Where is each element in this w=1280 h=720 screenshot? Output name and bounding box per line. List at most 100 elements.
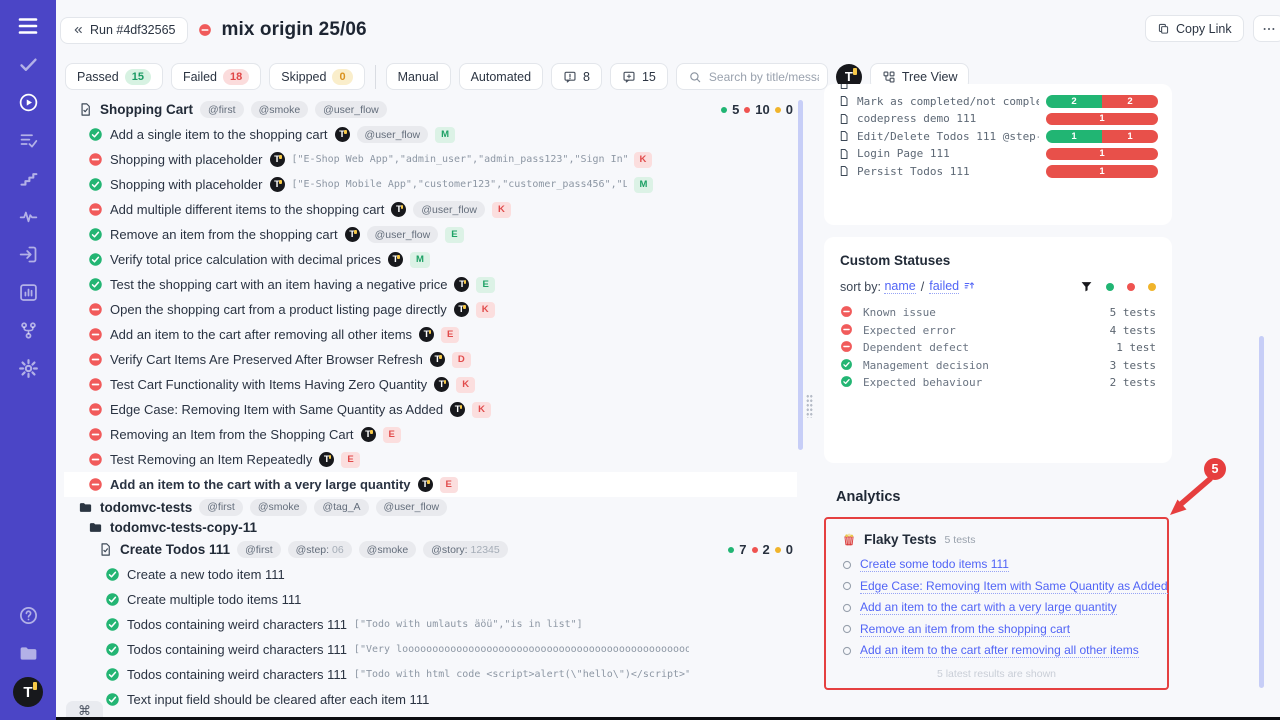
test-row[interactable]: Create multiple todo items 111 xyxy=(64,587,797,612)
custom-status-row[interactable]: Dependent defect 1 test xyxy=(840,341,1156,354)
custom-status-row[interactable]: Management decision 3 tests xyxy=(840,359,1156,372)
sidebar-bar-chart-button[interactable] xyxy=(8,273,48,311)
custom-status-row[interactable]: Known issue 5 tests xyxy=(840,306,1156,319)
custom-status-badge[interactable]: E xyxy=(439,476,458,493)
custom-status-badge[interactable]: K xyxy=(475,301,495,318)
test-row[interactable]: Edge Case: Removing Item with Same Quant… xyxy=(64,397,797,422)
custom-status-row[interactable]: Expected error 4 tests xyxy=(840,324,1156,337)
test-row[interactable]: Verify total price calculation with deci… xyxy=(64,247,797,272)
custom-status-badge[interactable]: E xyxy=(445,226,464,243)
sidebar-branch-button[interactable] xyxy=(8,311,48,349)
list-scrollbar[interactable] xyxy=(798,100,803,450)
test-row[interactable]: Test the shopping cart with an item havi… xyxy=(64,272,797,297)
tag[interactable]: @user_flow xyxy=(366,226,439,243)
test-row[interactable]: Todos containing weird characters 111 ["T… xyxy=(64,662,797,687)
sidebar-steps-button[interactable] xyxy=(8,159,48,197)
sort-by-failed-link[interactable]: failed xyxy=(929,279,960,294)
filter-skipped-button[interactable]: Skipped 0 xyxy=(269,63,365,90)
custom-status-row[interactable]: Expected behaviour 2 tests xyxy=(840,376,1156,389)
custom-status-badge[interactable]: E xyxy=(441,326,460,343)
custom-status-badge[interactable]: E xyxy=(476,276,495,293)
test-row[interactable]: Removing an Item from the Shopping Cart T… xyxy=(64,422,797,447)
search-input[interactable] xyxy=(708,69,819,84)
app-logo[interactable]: T xyxy=(8,672,48,712)
panel-scrollbar[interactable] xyxy=(1259,336,1264,688)
sort-by-name-link[interactable]: name xyxy=(884,279,916,294)
tag[interactable]: @user_flow xyxy=(356,126,429,143)
panel-resize-handle[interactable] xyxy=(806,394,813,418)
requests-filter-button[interactable]: 15 xyxy=(609,63,668,90)
flaky-test-link[interactable]: Add an item to the cart after removing a… xyxy=(860,643,1139,658)
tag[interactable]: @tag_A xyxy=(314,498,369,516)
tag[interactable]: @smoke xyxy=(250,101,309,118)
sidebar-help-circle-button[interactable] xyxy=(8,596,48,634)
test-row[interactable]: Add an item to the cart with a very larg… xyxy=(64,472,797,497)
file-summary-row[interactable]: codepress demo 111 1 xyxy=(838,110,1158,128)
sidebar-gear-button[interactable] xyxy=(8,349,48,387)
test-row[interactable]: Add a single item to the shopping cart T @… xyxy=(64,122,797,147)
file-summary-row[interactable]: Persist Todos 111 1 xyxy=(838,163,1158,181)
filter-failed-button[interactable]: Failed 18 xyxy=(170,63,262,90)
back-to-run-button[interactable]: Run #4df32565 xyxy=(60,16,188,44)
test-row[interactable]: Verify Cart Items Are Preserved After Br… xyxy=(64,347,797,372)
sidebar-menu-button[interactable] xyxy=(8,7,48,45)
tag[interactable]: @story: 12345 xyxy=(423,541,508,558)
copy-link-button[interactable]: Copy Link xyxy=(1145,15,1244,42)
custom-status-badge[interactable]: M xyxy=(435,126,456,143)
sidebar-check-button[interactable] xyxy=(8,45,48,83)
sidebar-folder-button[interactable] xyxy=(8,634,48,672)
test-row[interactable]: Text input field should be cleared after… xyxy=(64,687,797,712)
tag[interactable]: @user_flow xyxy=(413,201,485,218)
test-row[interactable]: Todos containing weird characters 111 ["V… xyxy=(64,637,797,662)
test-row[interactable]: Todos containing weird characters 111 ["T… xyxy=(64,612,797,637)
flaky-test-link[interactable]: Remove an item from the shopping cart xyxy=(860,621,1071,637)
sidebar-list-check-button[interactable] xyxy=(8,121,48,159)
custom-status-badge[interactable]: K xyxy=(633,151,653,168)
test-row[interactable]: Shopping with placeholder T ["E-Shop Web A… xyxy=(64,147,797,172)
tag[interactable]: @user_flow xyxy=(315,101,387,118)
sidebar-import-button[interactable] xyxy=(8,235,48,273)
sidebar-play-circle-button[interactable] xyxy=(8,83,48,121)
filter-manual-button[interactable]: Manual xyxy=(385,63,451,90)
custom-status-badge[interactable]: K xyxy=(456,376,476,393)
red-filter-dot[interactable] xyxy=(1127,282,1135,291)
filter-automated-button[interactable]: Automated xyxy=(458,63,544,90)
test-row[interactable]: Test Cart Functionality with Items Havin… xyxy=(64,372,797,397)
filter-passed-button[interactable]: Passed 15 xyxy=(65,63,163,90)
flaky-test-link[interactable]: Add an item to the cart with a very larg… xyxy=(860,600,1117,615)
test-row[interactable]: Shopping with placeholder T ["E-Shop Mobil… xyxy=(64,172,797,197)
tag[interactable]: @user_flow xyxy=(375,498,448,516)
tag[interactable]: @first xyxy=(237,541,281,558)
tag[interactable]: @smoke xyxy=(358,541,417,558)
flaky-test-link[interactable]: Create some todo items 111 xyxy=(860,557,1009,572)
yellow-filter-dot[interactable] xyxy=(1148,282,1156,291)
sort-direction-icon[interactable] xyxy=(959,280,976,293)
folder-row[interactable]: todomvc-tests-copy-11 xyxy=(64,517,797,537)
tag[interactable]: @first xyxy=(200,101,244,118)
file-row[interactable]: Create Todos 111 @first @step: 06 @smoke @st… xyxy=(64,537,797,562)
custom-status-badge[interactable]: K xyxy=(472,401,491,418)
test-row[interactable]: Test Removing an Item Repeatedly T E xyxy=(64,447,797,472)
comments-filter-button[interactable]: 8 xyxy=(551,63,602,90)
custom-status-badge[interactable]: M xyxy=(409,251,430,268)
funnel-icon[interactable] xyxy=(1080,280,1093,293)
search-box[interactable] xyxy=(675,63,828,90)
folder-row[interactable]: todomvc-tests @first @smoke @tag_A @user_flo… xyxy=(64,497,797,517)
more-options-button[interactable] xyxy=(1252,15,1280,42)
test-row[interactable]: Open the shopping cart from a product li… xyxy=(64,297,797,322)
sidebar-pulse-button[interactable] xyxy=(8,197,48,235)
custom-status-badge[interactable]: E xyxy=(382,426,401,443)
test-row[interactable]: Add multiple different items to the shop… xyxy=(64,197,797,222)
test-row[interactable]: Add an item to the cart after removing a… xyxy=(64,322,797,347)
command-shortcut-tab[interactable]: ⌘ xyxy=(66,701,103,720)
test-row[interactable]: Create a new todo item 111 xyxy=(64,562,797,587)
custom-status-badge[interactable]: D xyxy=(451,351,471,368)
tag[interactable]: @smoke xyxy=(249,498,308,516)
test-row[interactable]: Remove an item from the shopping cart T @u… xyxy=(64,222,797,247)
file-summary-row[interactable]: Login Page 111 1 xyxy=(838,145,1158,163)
flaky-test-link[interactable]: Edge Case: Removing Item with Same Quant… xyxy=(860,578,1168,594)
file-row[interactable]: Shopping Cart @first @smoke @user_flow 5 10… xyxy=(64,97,797,122)
tag[interactable]: @first xyxy=(199,498,243,516)
tag[interactable]: @step: 06 xyxy=(287,541,352,558)
